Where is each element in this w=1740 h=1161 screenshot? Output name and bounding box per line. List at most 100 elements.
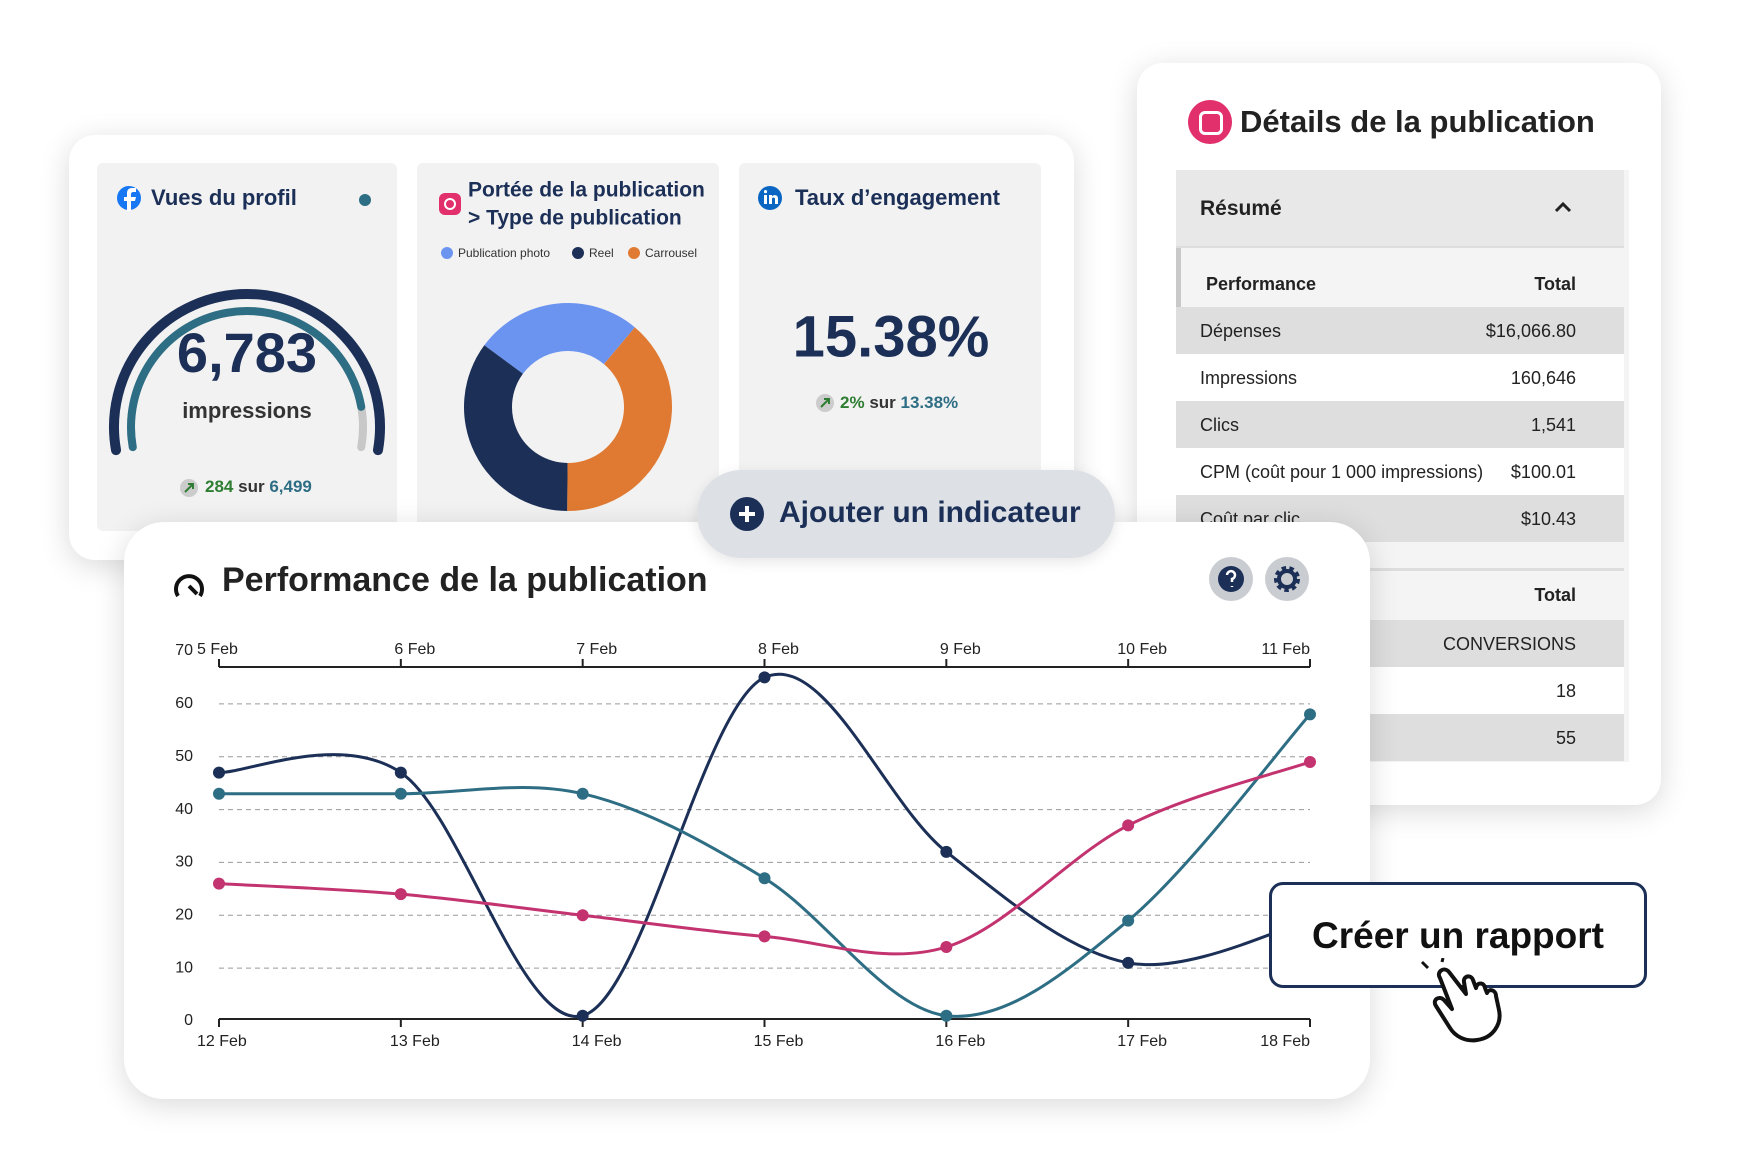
data-point bbox=[1304, 756, 1316, 768]
change-line: 284 sur 6,499 bbox=[205, 477, 312, 496]
row-label: CPM (coût pour 1 000 impressions) bbox=[1200, 462, 1484, 482]
row-value: $10.43 bbox=[1520, 509, 1576, 529]
legend-label: Publication photo bbox=[458, 246, 550, 260]
legend-swatch bbox=[628, 247, 640, 259]
row-label: Dépenses bbox=[1200, 321, 1282, 341]
pointer-hand bbox=[1420, 958, 1502, 1043]
table-header: Total bbox=[1176, 568, 1624, 618]
base: 13.38% bbox=[901, 393, 959, 412]
help-glyph bbox=[1225, 569, 1237, 587]
x-top-label: 8 Feb bbox=[758, 641, 799, 658]
data-point bbox=[758, 930, 771, 943]
y-tick-label: 50 bbox=[175, 748, 193, 765]
data-point bbox=[213, 766, 225, 779]
card-title: Vues du profil bbox=[151, 185, 297, 210]
instagram-icon bbox=[1188, 100, 1232, 144]
row-label: Clics bbox=[1200, 415, 1239, 435]
plus-icon bbox=[730, 497, 764, 531]
linkedin-icon bbox=[763, 190, 778, 204]
metrics-svg: Vues du profil 6,783 impressions 284 sur… bbox=[97, 163, 1041, 531]
chart-icon bbox=[174, 574, 204, 598]
row-value: 55 bbox=[1555, 728, 1576, 748]
data-point bbox=[940, 1009, 953, 1022]
trend-icon bbox=[184, 483, 194, 493]
table-row: CPM (coût pour 1 000 impressions) $100.01 bbox=[1176, 448, 1624, 495]
row-value: 1,541 bbox=[1530, 415, 1576, 435]
data-point bbox=[213, 787, 225, 800]
table-row: Clics 1,541 bbox=[1176, 401, 1624, 448]
instagram-icon bbox=[439, 193, 461, 215]
status-dot bbox=[359, 194, 371, 206]
line-chart: Performance de la publication 0 10 20 30 40 5… bbox=[174, 557, 1316, 1050]
x-top-label: 5 Feb bbox=[197, 641, 238, 658]
data-point bbox=[394, 787, 407, 800]
data-point bbox=[1122, 914, 1135, 927]
x-tick-label: 14 Feb bbox=[572, 1033, 622, 1050]
x-top-label: 7 Feb bbox=[576, 641, 617, 658]
y-tick-label: 40 bbox=[175, 801, 193, 818]
table-header: Performance Total bbox=[1176, 260, 1624, 307]
x-top-label: 11 Feb bbox=[1261, 641, 1310, 658]
data-point bbox=[576, 1009, 589, 1022]
settings-glyph bbox=[1277, 569, 1297, 589]
legend-swatch bbox=[572, 247, 584, 259]
x-top-label: 10 Feb bbox=[1117, 641, 1167, 658]
row-value: 18 bbox=[1555, 681, 1576, 701]
x-tick-label: 13 Feb bbox=[390, 1033, 440, 1050]
card-title: > Type de publication bbox=[468, 207, 682, 230]
section-label: Résumé bbox=[1200, 197, 1282, 220]
data-point bbox=[758, 872, 771, 885]
data-point bbox=[394, 888, 407, 901]
x-tick-label: 16 Feb bbox=[935, 1033, 985, 1050]
row-value: $16,066.80 bbox=[1485, 321, 1576, 341]
y-tick-label: 60 bbox=[175, 695, 193, 712]
details-title: Détails de la publication bbox=[1240, 104, 1595, 139]
button-label: Ajouter un indicateur bbox=[779, 496, 1081, 529]
button-label: Créer un rapport bbox=[1312, 915, 1604, 956]
header-cell: Total bbox=[1534, 274, 1576, 294]
y-tick-label: 0 bbox=[184, 1012, 193, 1029]
metric-value: 15.38% bbox=[793, 304, 990, 369]
header-cell: Performance bbox=[1206, 274, 1317, 294]
row-value: CONVERSIONS bbox=[1442, 634, 1576, 654]
gauge-fill bbox=[127, 307, 366, 452]
settings-button[interactable] bbox=[1265, 557, 1309, 601]
header-cell: Total bbox=[1534, 585, 1576, 605]
instagram-icon bbox=[444, 198, 456, 210]
data-point bbox=[576, 909, 589, 922]
instagram-glyph bbox=[1199, 111, 1223, 135]
chart-title: Performance de la publication bbox=[222, 561, 708, 599]
donut-slice bbox=[484, 302, 635, 374]
metrics-panel: Vues du profil 6,783 impressions 284 sur… bbox=[69, 135, 1074, 560]
connector: sur bbox=[869, 393, 896, 412]
legend-swatch bbox=[441, 247, 453, 259]
x-top-label: 6 Feb bbox=[394, 641, 435, 658]
data-point bbox=[1122, 819, 1135, 832]
card-title: Portée de la publication bbox=[468, 179, 705, 202]
change: 2% bbox=[840, 393, 865, 412]
series-line bbox=[218, 673, 1311, 1018]
x-tick-label: 15 Feb bbox=[754, 1033, 804, 1050]
collapse-icon[interactable] bbox=[1554, 200, 1572, 214]
data-point bbox=[758, 671, 771, 684]
add-indicator-button[interactable]: Ajouter un indicateur bbox=[697, 470, 1115, 558]
x-tick-label: 18 Feb bbox=[1260, 1033, 1310, 1050]
legend-label: Carrousel bbox=[645, 246, 697, 260]
donut: Publication photo Reel Carrousel bbox=[441, 246, 697, 511]
donut-slice bbox=[567, 327, 672, 511]
section-row[interactable]: Résumé bbox=[1176, 170, 1624, 248]
connector: sur bbox=[238, 477, 265, 496]
data-point bbox=[940, 845, 953, 858]
metric-unit: impressions bbox=[182, 398, 312, 423]
data-point bbox=[1304, 708, 1316, 721]
data-point bbox=[576, 787, 589, 800]
x-tick-label: 17 Feb bbox=[1117, 1033, 1167, 1050]
row-value: $100.01 bbox=[1510, 462, 1576, 482]
data-point bbox=[394, 766, 407, 779]
facebook-icon bbox=[124, 188, 136, 211]
card bbox=[739, 163, 1041, 531]
x-tick-label: 12 Feb bbox=[197, 1033, 247, 1050]
table-row: Impressions 160,646 bbox=[1176, 354, 1624, 401]
data-point bbox=[213, 877, 225, 890]
